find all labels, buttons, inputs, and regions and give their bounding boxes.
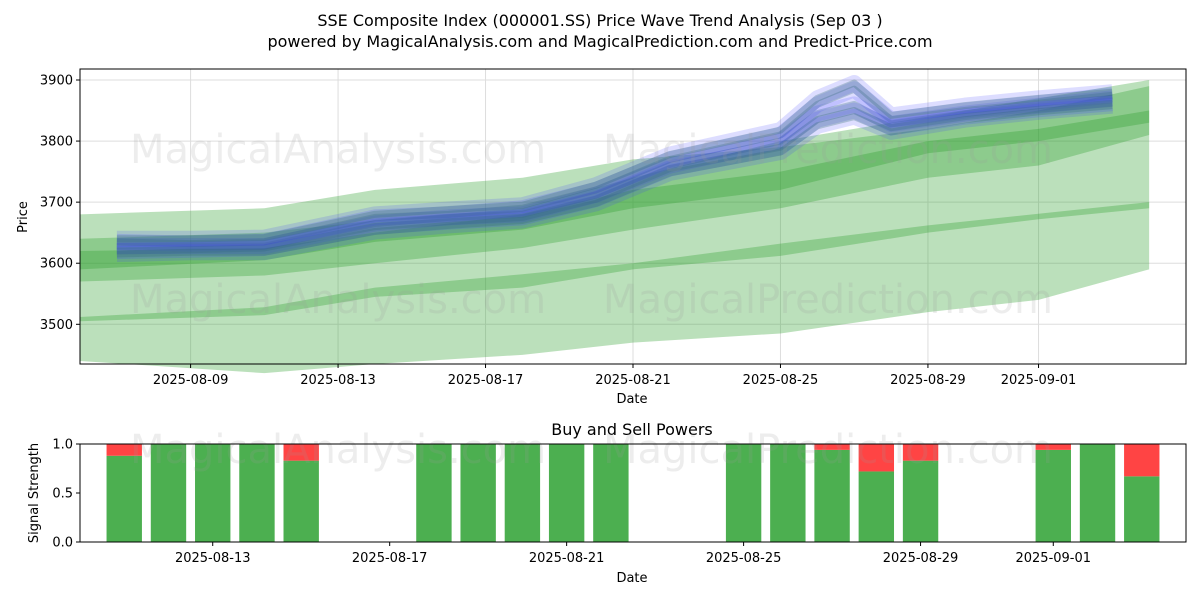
buy-bar-11 <box>770 444 806 542</box>
signal-ytick-label-0: 0.0 <box>52 536 73 551</box>
sell-bar-0 <box>106 444 142 456</box>
price-y-label: Price <box>16 201 31 233</box>
price-waves <box>116 75 1114 263</box>
price-xtick-label-5: 2025-08-29 <box>890 373 966 388</box>
buy-bar-17 <box>1124 476 1160 542</box>
price-x-label: Date <box>616 392 647 407</box>
buy-bar-14 <box>902 460 939 542</box>
price-xtick-label-6: 2025-09-01 <box>1001 373 1077 388</box>
signal-x-label: Date <box>616 571 647 586</box>
price-panel: MagicalAnalysis.com MagicalPrediction.co… <box>16 68 1187 407</box>
price-wave-line-1 <box>116 85 1113 248</box>
price-x-ticks: 2025-08-09 2025-08-13 2025-08-17 2025-08-21… <box>153 364 1076 388</box>
signal-ytick-label-2: 1.0 <box>52 438 73 453</box>
chart-title-line2: powered by MagicalAnalysis.com and Magic… <box>267 32 932 51</box>
price-wave-line-4 <box>116 102 1113 258</box>
buy-bar-3 <box>239 444 275 542</box>
watermark-top-right: MagicalPrediction.com <box>603 127 1053 173</box>
price-wave-glow-0 <box>116 90 1114 255</box>
price-xtick-label-2: 2025-08-17 <box>448 373 524 388</box>
signal-y-ticks: 0.0 0.5 1.0 <box>52 438 80 551</box>
buy-bar-5 <box>416 444 452 542</box>
sell-bar-12 <box>814 444 850 450</box>
signal-xtick-label-5: 2025-09-01 <box>1015 551 1091 566</box>
price-xtick-label-1: 2025-08-13 <box>300 373 376 388</box>
buy-bar-15 <box>1035 449 1071 542</box>
sell-bar-13 <box>858 444 895 472</box>
watermark-top-left: MagicalAnalysis.com <box>130 127 546 173</box>
signal-xtick-label-2: 2025-08-21 <box>529 551 605 566</box>
watermark-mid-right: MagicalPrediction.com <box>603 277 1053 323</box>
price-grid <box>80 69 1186 364</box>
signal-xtick-label-4: 2025-08-29 <box>883 551 959 566</box>
buy-bar-1 <box>150 444 187 542</box>
price-ytick-label-0: 3500 <box>40 318 73 333</box>
watermark-mid-left: MagicalAnalysis.com <box>130 277 546 323</box>
watermark-bottom-right: MagicalPrediction.com <box>603 427 1053 473</box>
buy-bar-7 <box>504 444 541 542</box>
prediction-band-1 <box>80 202 1150 322</box>
price-wave-glow-3 <box>116 75 1113 247</box>
price-wave-glow-1 <box>116 81 1114 252</box>
signal-xtick-label-3: 2025-08-25 <box>706 551 782 566</box>
buy-bar-8 <box>548 444 585 542</box>
signal-panel: Buy and Sell Powers MagicalAnalysis.com … <box>27 420 1187 586</box>
price-ytick-label-2: 3700 <box>40 196 73 211</box>
signal-x-ticks: 2025-08-13 2025-08-17 2025-08-21 2025-08-25… <box>175 542 1091 566</box>
prediction-bands <box>80 79 1150 374</box>
sell-bar-15 <box>1035 444 1071 450</box>
watermark-bottom-left: MagicalAnalysis.com <box>130 427 546 473</box>
signal-xtick-label-0: 2025-08-13 <box>175 551 251 566</box>
price-ytick-label-1: 3600 <box>40 257 73 272</box>
sell-bar-14 <box>902 444 939 461</box>
buy-bar-13 <box>858 471 895 542</box>
signal-bars <box>106 444 1160 542</box>
price-xtick-label-0: 2025-08-09 <box>153 373 229 388</box>
chart-title-line1: SSE Composite Index (000001.SS) Price Wa… <box>317 11 882 30</box>
price-xtick-label-3: 2025-08-21 <box>595 373 671 388</box>
price-y-ticks: 3500 3600 3700 3800 3900 <box>40 73 80 333</box>
price-wave-line-3 <box>116 79 1113 243</box>
buy-bar-6 <box>460 444 496 542</box>
price-ytick-label-3: 3800 <box>40 135 73 150</box>
sell-bar-17 <box>1124 444 1160 477</box>
prediction-band-3 <box>80 79 1150 270</box>
buy-bar-9 <box>593 444 629 542</box>
buy-bar-2 <box>195 444 231 542</box>
buy-bar-4 <box>283 460 319 542</box>
buy-bar-0 <box>106 455 142 542</box>
signal-ytick-label-1: 0.5 <box>52 487 73 502</box>
sell-bar-4 <box>283 444 319 461</box>
price-xtick-label-4: 2025-08-25 <box>743 373 819 388</box>
buy-bar-16 <box>1079 444 1116 542</box>
price-wave-glow-2 <box>116 95 1113 260</box>
signal-title: Buy and Sell Powers <box>551 420 713 439</box>
signal-xtick-label-1: 2025-08-17 <box>352 551 428 566</box>
buy-bar-12 <box>814 449 850 542</box>
prediction-band-2 <box>80 110 1150 282</box>
price-wave-glow-4 <box>116 97 1113 263</box>
price-wave-line-0 <box>116 94 1113 250</box>
price-wave-line-2 <box>116 99 1113 255</box>
prediction-band-0 <box>80 86 1150 374</box>
buy-bar-10 <box>725 444 762 542</box>
signal-y-label: Signal Strength <box>27 443 42 543</box>
price-ytick-label-4: 3900 <box>40 73 73 88</box>
